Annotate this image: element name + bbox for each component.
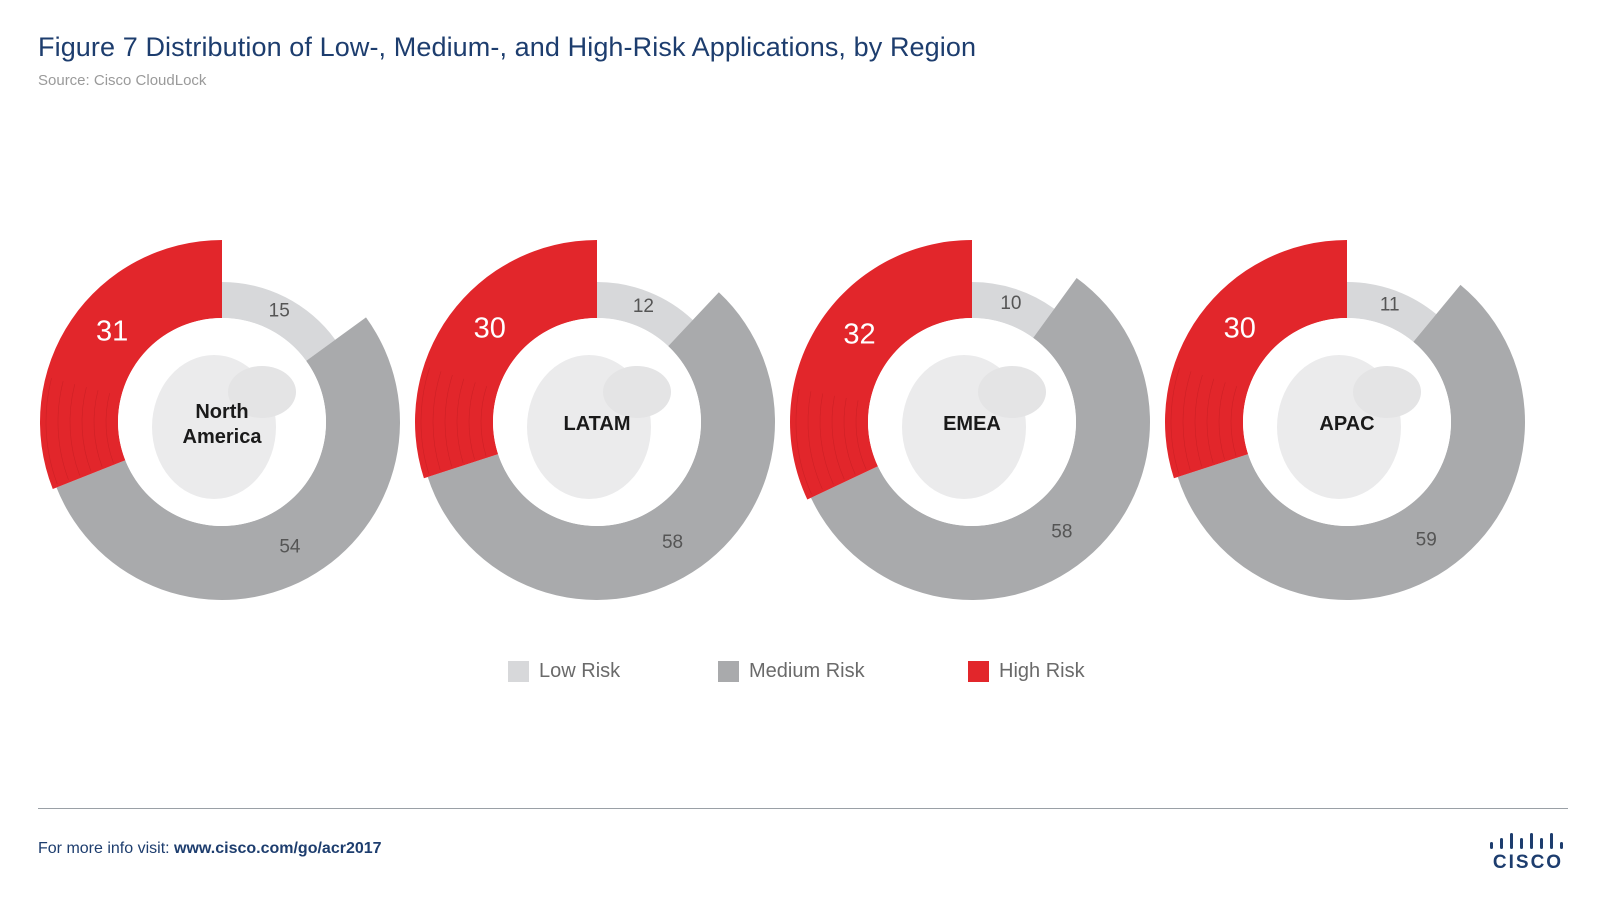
emea-high-value: 32 xyxy=(843,319,875,351)
legend-medium-swatch xyxy=(718,661,739,682)
north-america-region-label: America xyxy=(183,426,263,448)
north-america-low-value: 15 xyxy=(269,301,290,322)
apac-high-texture-ring xyxy=(1206,378,1215,464)
latam-high-value: 30 xyxy=(474,312,506,344)
apac-high-slice xyxy=(1164,240,1347,479)
latam-high-texture-ring xyxy=(480,386,487,457)
emea-medium-slice xyxy=(810,277,1150,601)
apac-low-value: 11 xyxy=(1380,294,1400,315)
latam-high-texture-ring xyxy=(468,382,476,460)
north-america-high-texture-ring xyxy=(57,381,69,480)
chart-title: Figure 7 Distribution of Low-, Medium-, … xyxy=(38,32,977,62)
emea-high-texture-ring xyxy=(819,393,834,485)
emea-high-texture-ring xyxy=(807,391,823,490)
legend-low: Low Risk xyxy=(508,660,620,683)
emea-high-slice xyxy=(790,240,972,500)
legend-low-swatch xyxy=(508,661,529,682)
emea-low-value: 10 xyxy=(1000,293,1021,314)
legend-low-label: Low Risk xyxy=(539,660,621,682)
emea-high-texture-ring xyxy=(855,400,867,470)
apac-high-texture-ring xyxy=(1194,374,1203,467)
emea-high-texture-ring xyxy=(831,395,845,480)
north-america-high-texture-ring xyxy=(69,384,80,476)
apac-map-landmass xyxy=(1353,366,1421,418)
apac-region-label: APAC xyxy=(1319,413,1374,435)
north-america-high-texture-ring xyxy=(105,393,114,463)
legend-medium-label: Medium Risk xyxy=(749,660,865,682)
latam-low-slice xyxy=(597,282,693,347)
cisco-logo-text: CISCO xyxy=(1492,852,1564,873)
latam-high-slice xyxy=(414,240,597,479)
emea-high-texture-ring xyxy=(795,388,812,495)
apac-medium-value: 59 xyxy=(1416,530,1437,551)
north-america-medium-slice xyxy=(56,317,400,600)
emea-medium-value: 58 xyxy=(1051,522,1072,543)
north-america-high-texture-ring xyxy=(93,390,103,468)
legend-high: High Risk xyxy=(968,660,1085,683)
emea-region-label: EMEA xyxy=(943,413,1001,435)
cisco-bars-icon xyxy=(1490,833,1563,849)
north-america-high-texture-ring xyxy=(81,387,92,472)
north-america-high-texture-ring xyxy=(45,378,58,485)
emea-map-landmass xyxy=(978,366,1046,418)
apac-medium-slice xyxy=(1177,284,1525,600)
north-america-map-landmass xyxy=(228,366,296,418)
legend-high-label: High Risk xyxy=(999,660,1085,682)
latam-high-texture-ring xyxy=(456,378,465,464)
footer: For more info visit: www.cisco.com/go/ac… xyxy=(38,840,382,858)
apac-high-texture-ring xyxy=(1218,382,1226,460)
legend-high-swatch xyxy=(968,661,989,682)
legend-medium: Medium Risk xyxy=(718,660,865,683)
north-america-medium-value: 54 xyxy=(279,537,301,558)
emea-low-slice xyxy=(972,282,1055,338)
north-america-low-slice xyxy=(222,282,336,361)
latam-medium-value: 58 xyxy=(662,532,683,553)
latam-medium-slice xyxy=(427,292,775,600)
north-america-high-value: 31 xyxy=(96,316,128,348)
chart-source: Source: Cisco CloudLock xyxy=(38,72,207,89)
cisco-logo: CISCO xyxy=(1488,832,1568,874)
apac-high-texture-ring xyxy=(1182,371,1192,471)
latam-low-value: 12 xyxy=(633,296,654,317)
apac-low-slice xyxy=(1347,282,1437,342)
latam-high-texture-ring xyxy=(432,371,442,471)
apac-high-texture-ring xyxy=(1230,386,1237,457)
apac-high-value: 30 xyxy=(1224,312,1256,344)
footer-prefix: For more info visit: xyxy=(38,840,175,857)
apac-high-texture-ring xyxy=(1170,367,1180,474)
north-america-high-slice xyxy=(40,240,223,489)
north-america-region-label: North xyxy=(195,401,248,423)
footer-divider xyxy=(38,808,1568,809)
latam-high-texture-ring xyxy=(420,367,430,474)
latam-region-label: LATAM xyxy=(563,413,630,435)
emea-high-texture-ring xyxy=(843,397,856,475)
latam-high-texture-ring xyxy=(444,374,453,467)
latam-map-landmass xyxy=(603,366,671,418)
footer-link[interactable]: www.cisco.com/go/acr2017 xyxy=(174,840,382,857)
